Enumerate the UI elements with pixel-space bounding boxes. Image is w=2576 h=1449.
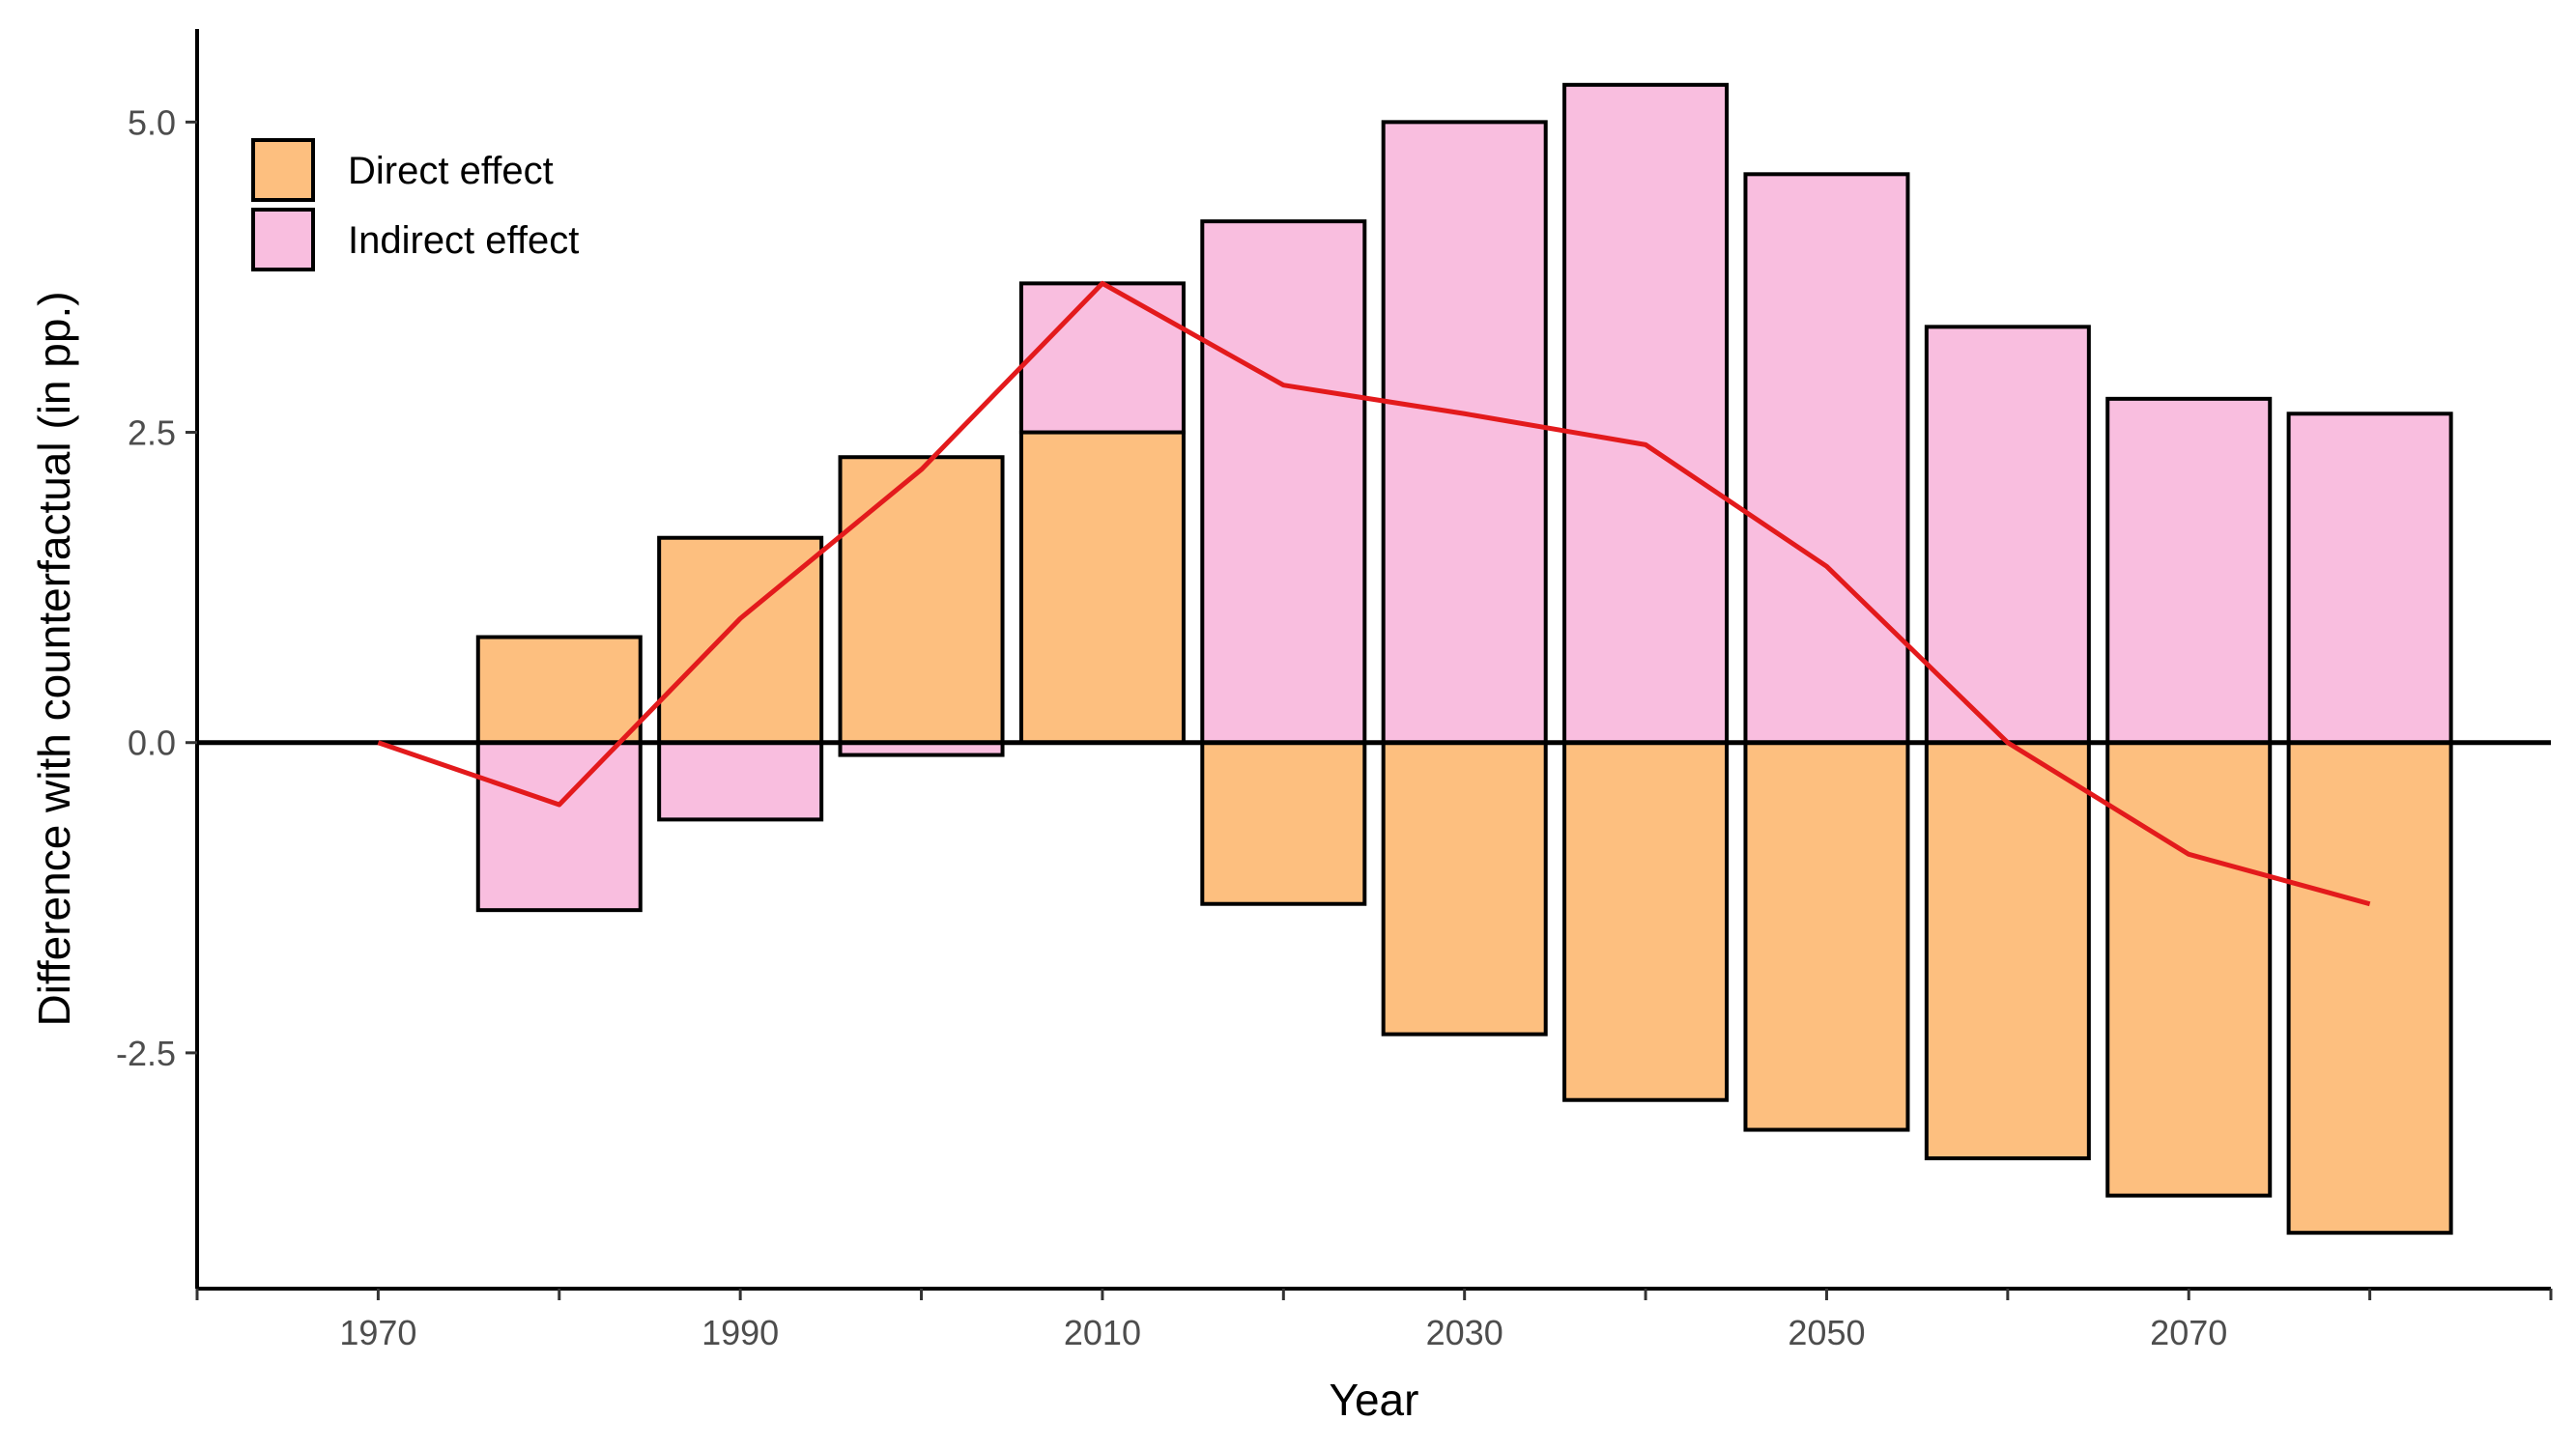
legend-label-direct: Direct effect	[348, 150, 554, 192]
bar-indirect-2040	[1562, 82, 1730, 745]
bar-indirect-1980	[475, 740, 643, 913]
x-axis-title: Year	[1330, 1375, 1419, 1425]
bar-direct-2010	[1018, 430, 1186, 745]
bar-direct-1980	[475, 635, 643, 745]
bar-direct-2030	[1381, 740, 1548, 1037]
bar-direct-1990	[657, 535, 824, 745]
legend-label-indirect: Indirect effect	[348, 219, 579, 262]
x-tick-label-1990: 1990	[701, 1313, 779, 1352]
bar-direct-2070	[2105, 740, 2273, 1198]
bar-direct-2000	[838, 455, 1005, 745]
legend-swatch-direct	[251, 138, 315, 202]
bar-direct-2040	[1562, 740, 1730, 1102]
bar-indirect-2030	[1381, 120, 1548, 745]
y-tick-label--2.5: -2.5	[116, 1034, 176, 1073]
x-tick-label-2050: 2050	[1788, 1313, 1865, 1352]
bar-direct-2060	[1924, 740, 2091, 1161]
bar-direct-2050	[1743, 740, 1910, 1132]
x-tick-label-1970: 1970	[339, 1313, 416, 1352]
bar-indirect-1990	[657, 740, 824, 822]
x-tick-label-2030: 2030	[1426, 1313, 1503, 1352]
legend-swatch-indirect	[251, 208, 315, 271]
bar-direct-2020	[1200, 740, 1367, 906]
bar-direct-2080	[2286, 740, 2453, 1236]
y-axis-title: Difference with counterfactual (in pp.)	[29, 291, 79, 1026]
y-tick-label-2.5: 2.5	[128, 413, 176, 453]
bar-indirect-2080	[2286, 412, 2453, 745]
y-tick-label-5.0: 5.0	[128, 102, 176, 142]
x-tick-label-2010: 2010	[1064, 1313, 1141, 1352]
bar-indirect-2060	[1924, 325, 2091, 745]
bar-indirect-2010	[1018, 281, 1186, 435]
total-effect-line	[377, 280, 2371, 907]
x-tick-label-2070: 2070	[2150, 1313, 2227, 1352]
bar-indirect-2020	[1200, 219, 1367, 745]
bar-indirect-2070	[2105, 396, 2273, 745]
y-tick-label-0.0: 0.0	[128, 724, 176, 763]
bar-indirect-2050	[1743, 172, 1910, 745]
